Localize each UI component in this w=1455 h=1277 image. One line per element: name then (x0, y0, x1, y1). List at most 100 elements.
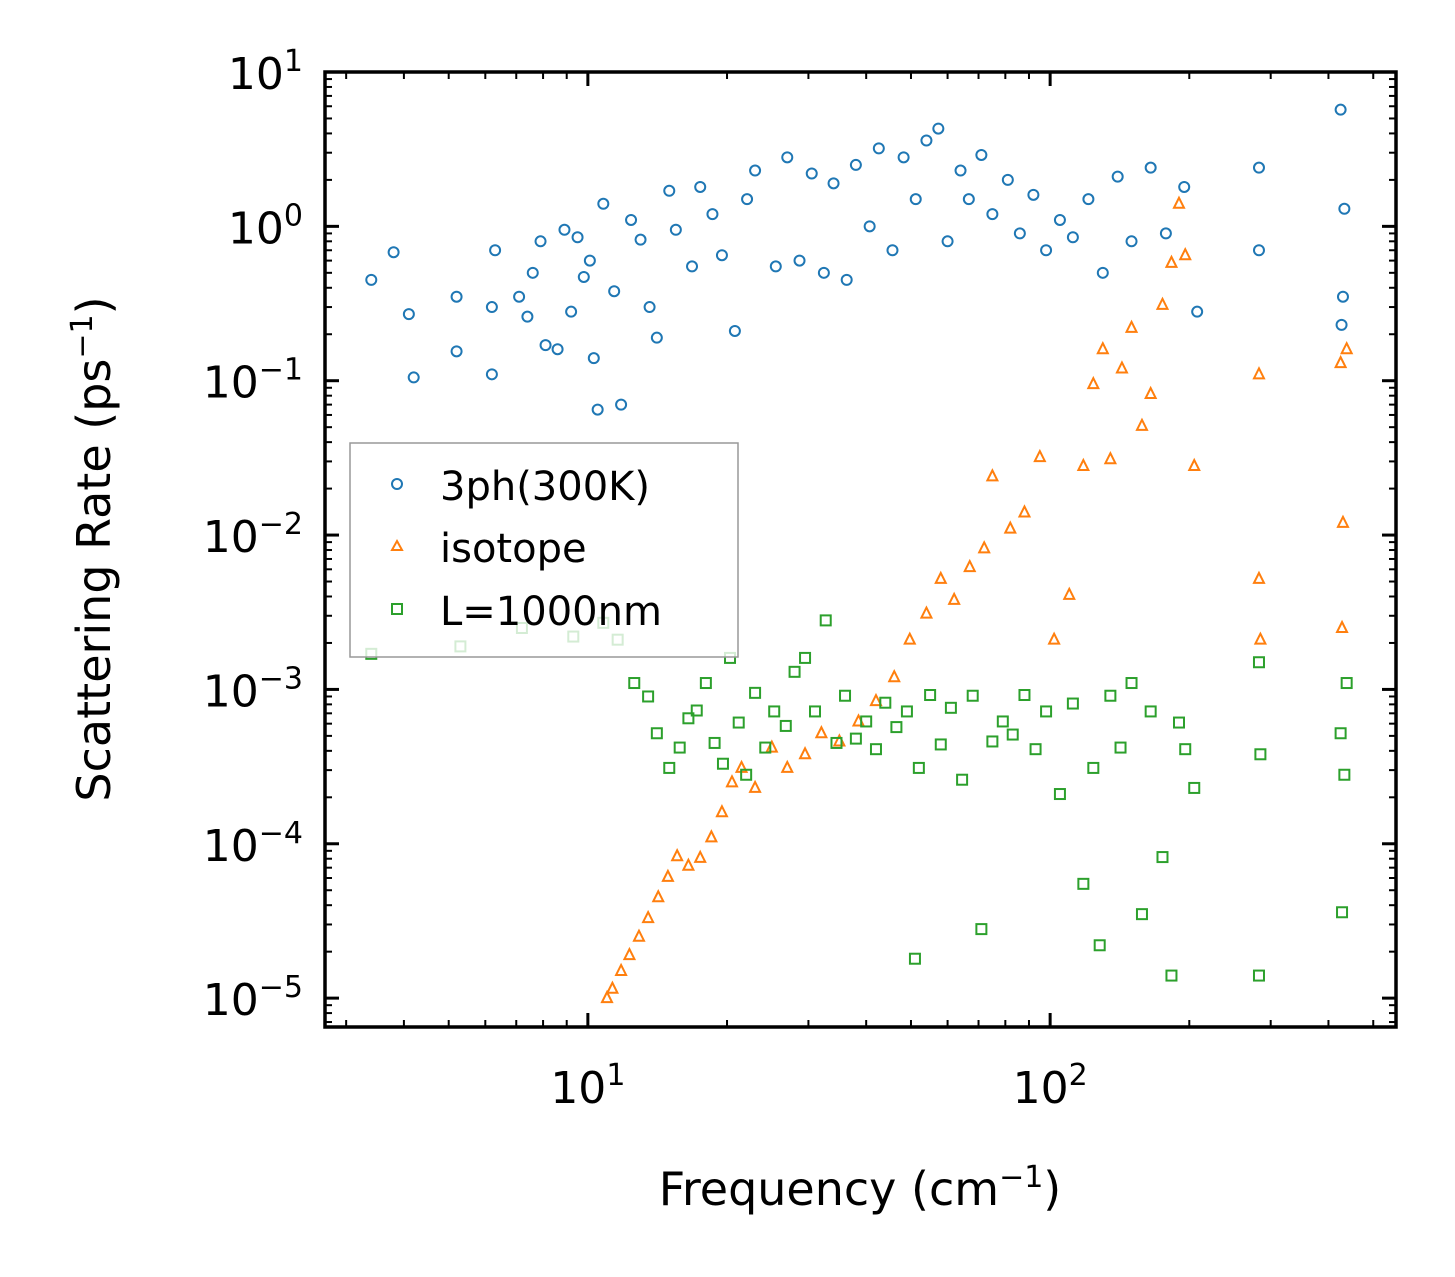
data-point (1172, 195, 1186, 209)
data-point (977, 540, 991, 554)
data-point (663, 184, 676, 197)
data-point (485, 301, 498, 314)
data-point (830, 736, 843, 749)
data-point (407, 371, 420, 384)
data-point (1336, 290, 1349, 303)
data-point (651, 889, 665, 903)
legend-label-3ph: 3ph(300K) (440, 464, 650, 510)
data-point (909, 193, 922, 206)
data-point (793, 254, 806, 267)
data-point (890, 721, 903, 734)
data-point (1029, 743, 1042, 756)
data-point (912, 761, 925, 774)
data-point (1253, 631, 1268, 645)
data-point (597, 197, 610, 210)
y-axis-label: Scattering Rate (ps−1) (65, 296, 121, 801)
data-point (740, 768, 753, 781)
data-point (1252, 161, 1265, 174)
data-point (1135, 908, 1148, 921)
data-point (1338, 768, 1351, 781)
data-point (485, 368, 498, 381)
y-tick-label: 10−1 (203, 353, 303, 409)
data-point (715, 249, 728, 262)
data-point (571, 231, 584, 244)
data-point (387, 246, 400, 259)
data-point (827, 177, 840, 190)
data-point (944, 701, 957, 714)
data-point (1335, 318, 1348, 331)
data-point (1125, 677, 1138, 690)
x-axis-label: Frequency (cm−1) (659, 1160, 1062, 1216)
data-point (941, 235, 954, 248)
data-point (641, 909, 655, 924)
data-point (1040, 244, 1053, 257)
data-point (634, 233, 647, 246)
data-point (1254, 748, 1267, 761)
data-point (1172, 716, 1185, 729)
data-point (1033, 448, 1047, 463)
data-point (788, 665, 801, 678)
data-point (1178, 246, 1192, 261)
data-point (924, 689, 937, 702)
data-point (897, 151, 910, 164)
data-point (1047, 631, 1061, 645)
data-point (863, 220, 876, 233)
data-point (1335, 619, 1349, 633)
data-point (799, 651, 812, 664)
data-point (903, 631, 917, 645)
data-point (670, 848, 684, 862)
data-point (489, 244, 502, 257)
data-point (591, 403, 604, 416)
legend-label-boundary: L=1000nm (440, 589, 662, 635)
data-point (681, 857, 696, 871)
data-point (1114, 741, 1127, 754)
data-point (1087, 761, 1100, 774)
data-point (814, 725, 828, 739)
data-point (661, 868, 675, 882)
data-point (706, 208, 719, 221)
legend: 3ph(300K) isotope L=1000nm (349, 442, 739, 658)
data-point (1001, 173, 1014, 186)
data-point (986, 735, 999, 748)
data-point (605, 980, 620, 994)
data-point (779, 719, 792, 732)
data-point (1334, 103, 1347, 116)
data-point (643, 301, 656, 314)
x-tick-label: 102 (1013, 1058, 1088, 1114)
data-point (849, 732, 862, 745)
data-point (759, 741, 772, 754)
data-point (1144, 705, 1157, 718)
data-point (934, 570, 948, 584)
data-point (781, 151, 794, 164)
data-point (887, 668, 901, 683)
data-point (1334, 727, 1347, 740)
data-point (1076, 457, 1090, 472)
data-point (526, 266, 539, 279)
data-point (1252, 656, 1265, 669)
data-point (1334, 354, 1348, 369)
data-point (1017, 504, 1032, 518)
data-point (809, 705, 822, 718)
data-point (625, 213, 638, 226)
data-point (962, 193, 975, 206)
data-point (650, 331, 663, 344)
data-point (558, 223, 571, 236)
data-point (690, 704, 703, 717)
data-point (817, 266, 830, 279)
data-point (1104, 689, 1117, 702)
data-point (1188, 781, 1201, 794)
data-point (985, 468, 999, 482)
data-point (694, 180, 707, 193)
data-point (839, 689, 852, 702)
data-point (693, 849, 707, 863)
data-point (1336, 514, 1350, 528)
data-point (819, 614, 832, 627)
y-tick-label: 10−3 (203, 661, 303, 717)
data-point (749, 164, 762, 177)
data-point (1252, 969, 1265, 982)
data-point (975, 923, 988, 936)
data-point (1252, 570, 1266, 584)
data-point (749, 686, 762, 699)
data-point (963, 558, 977, 573)
data-point (1191, 305, 1204, 318)
